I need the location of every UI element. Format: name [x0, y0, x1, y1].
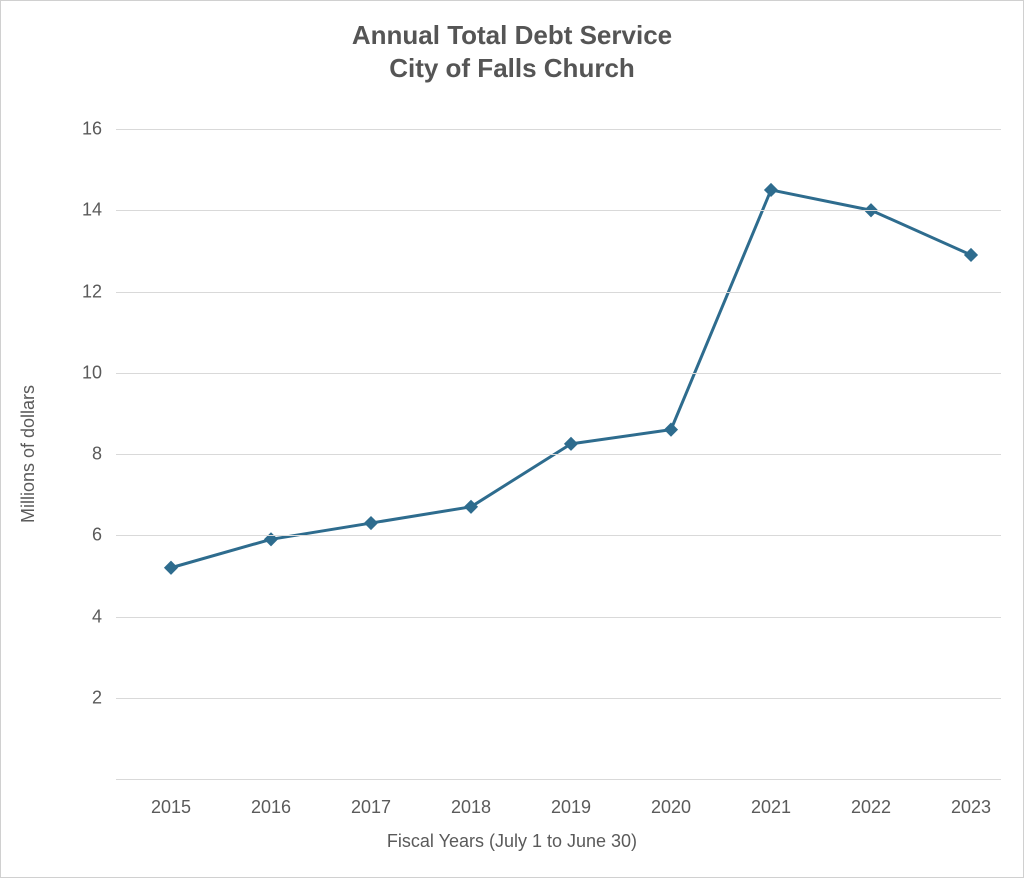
gridline — [116, 210, 1001, 211]
x-tick-label: 2017 — [351, 779, 391, 818]
y-tick-label: 12 — [82, 281, 116, 302]
x-tick-label: 2022 — [851, 779, 891, 818]
y-tick-label: 4 — [92, 606, 116, 627]
gridline — [116, 373, 1001, 374]
chart-container: Annual Total Debt Service City of Falls … — [0, 0, 1024, 878]
data-marker — [564, 437, 578, 451]
gridline — [116, 698, 1001, 699]
x-tick-label: 2018 — [451, 779, 491, 818]
x-tick-label: 2019 — [551, 779, 591, 818]
x-tick-label: 2023 — [951, 779, 991, 818]
plot-area: 2468101214162015201620172018201920202021… — [116, 129, 1001, 779]
y-tick-label: 16 — [82, 119, 116, 140]
gridline — [116, 129, 1001, 130]
gridline — [116, 454, 1001, 455]
y-tick-label: 8 — [92, 444, 116, 465]
y-tick-label: 14 — [82, 200, 116, 221]
gridline — [116, 292, 1001, 293]
data-marker — [764, 183, 778, 197]
y-tick-label: 6 — [92, 525, 116, 546]
chart-title: Annual Total Debt Service City of Falls … — [1, 19, 1023, 84]
data-marker — [964, 248, 978, 262]
x-tick-label: 2021 — [751, 779, 791, 818]
data-marker — [364, 516, 378, 530]
gridline — [116, 617, 1001, 618]
y-tick-label: 10 — [82, 362, 116, 383]
x-axis-title: Fiscal Years (July 1 to June 30) — [1, 831, 1023, 852]
data-line — [171, 190, 971, 568]
y-tick-label: 2 — [92, 687, 116, 708]
chart-title-line2: City of Falls Church — [1, 52, 1023, 85]
x-tick-label: 2016 — [251, 779, 291, 818]
chart-title-line1: Annual Total Debt Service — [1, 19, 1023, 52]
data-marker — [464, 500, 478, 514]
x-tick-label: 2015 — [151, 779, 191, 818]
data-marker — [664, 423, 678, 437]
data-marker — [164, 561, 178, 575]
gridline — [116, 535, 1001, 536]
y-axis-title: Millions of dollars — [18, 385, 39, 523]
x-tick-label: 2020 — [651, 779, 691, 818]
